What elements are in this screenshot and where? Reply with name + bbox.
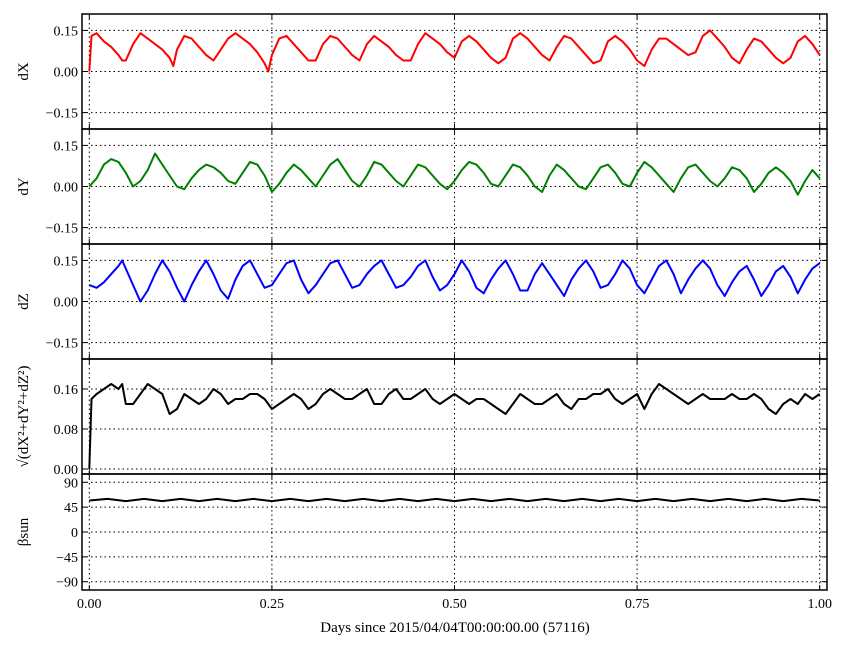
panel-3-ylabel: dZ: [16, 293, 32, 310]
panel-2-ylabel: dY: [16, 177, 32, 196]
panel-3-series-line: [88, 259, 821, 303]
panel-5: 90 45 0 −45 −90 βsun: [16, 473, 828, 591]
panel-5-ytick-label-2: 0: [71, 526, 78, 541]
panel-1-ytick-label-2: −0.15: [46, 107, 78, 122]
xtick-label-2: 0.50: [442, 597, 467, 612]
xtick-label-4: 1.00: [807, 597, 832, 612]
panel-4-ytick-label-1: 0.08: [54, 423, 79, 438]
panel-5-ytick-label-0: 90: [64, 476, 78, 491]
panel-1-ytick-label-1: 0.00: [54, 66, 79, 81]
panel-5-ytick-label-1: 45: [64, 501, 78, 516]
panel-4-series-line: [88, 383, 821, 470]
panel-2-ytick-label-1: 0.00: [54, 181, 79, 196]
panel-3-ytick-label-0: 0.15: [54, 254, 79, 269]
x-axis-label: Days since 2015/04/04T00:00:00.00 (57116…: [320, 620, 589, 636]
panel-1-series-line: [88, 29, 821, 73]
panel-4-ylabel: √(dX²+dY²+dZ²): [16, 366, 32, 468]
panel-5-ylabel: βsun: [16, 517, 32, 546]
panel-5-frame: [81, 473, 828, 591]
xtick-label-0: 0.00: [77, 597, 102, 612]
panel-1-ylabel: dX: [16, 62, 32, 81]
panel-1-ytick-label-0: 0.15: [54, 24, 79, 39]
panel-2-ytick-label-2: −0.15: [46, 222, 78, 237]
x-axis: 0.00 0.25 0.50 0.75 1.00: [77, 597, 832, 612]
xtick-label-3: 0.75: [625, 597, 650, 612]
chart-panels: 0.15 0.00 −0.15 dX 0.15 0.00 −0.15 dY 0.15 0.00 −0…: [16, 13, 828, 591]
panel-4: 0.16 0.08 0.00 √(dX²+dY²+dZ²): [16, 358, 828, 478]
xtick-label-1: 0.25: [260, 597, 285, 612]
panel-4-ytick-label-2: 0.00: [54, 463, 79, 478]
panel-3-ytick-label-2: −0.15: [46, 337, 78, 352]
panel-2-ytick-label-0: 0.15: [54, 139, 79, 154]
panel-3-ytick-label-1: 0.00: [54, 296, 79, 311]
panel-5-ytick-label-3: −45: [56, 551, 78, 566]
panel-5-ytick-label-4: −90: [56, 576, 78, 591]
panel-4-ytick-label-0: 0.16: [54, 383, 79, 398]
panel-2-series-line: [88, 152, 821, 196]
panel-5-series-line: [89, 497, 820, 503]
